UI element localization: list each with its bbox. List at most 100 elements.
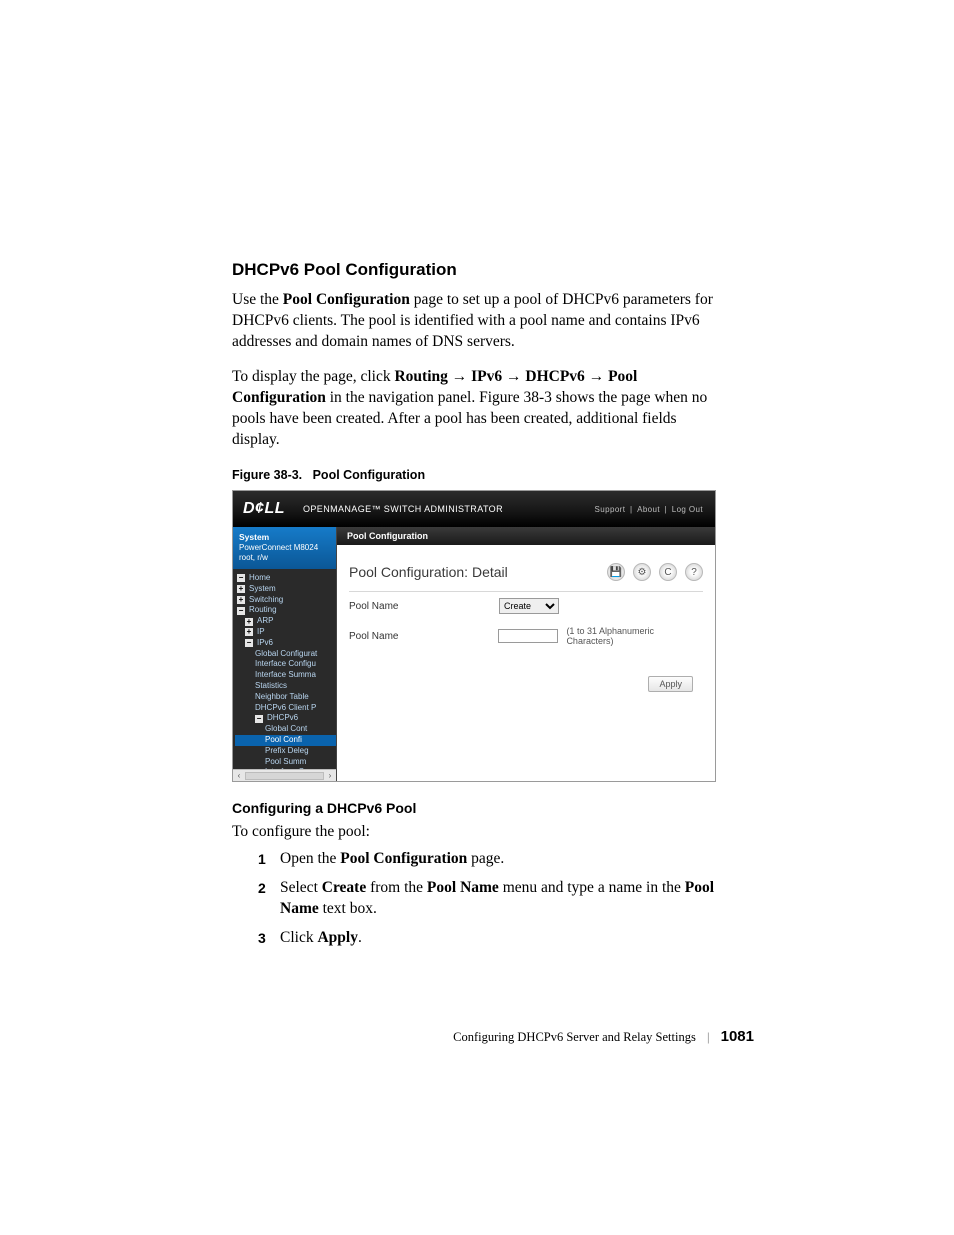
system-title: System bbox=[239, 532, 330, 543]
figure-caption: Figure 38-3. Pool Configuration bbox=[232, 468, 722, 482]
tree-item[interactable]: + Switching bbox=[235, 595, 336, 606]
bold-text: Routing bbox=[394, 368, 447, 385]
paragraph-1: Use the Pool Configuration page to set u… bbox=[232, 290, 722, 353]
link-about[interactable]: About bbox=[637, 505, 660, 514]
link-logout[interactable]: Log Out bbox=[672, 505, 703, 514]
scroll-left-icon[interactable]: ‹ bbox=[233, 771, 245, 780]
tree-item-label: Interface Configu bbox=[255, 659, 316, 670]
page-footer: Configuring DHCPv6 Server and Relay Sett… bbox=[453, 1028, 754, 1045]
text: Open the bbox=[280, 850, 340, 867]
panel-title: Pool Configuration: Detail bbox=[349, 564, 508, 580]
print-icon[interactable]: ⚙ bbox=[633, 563, 651, 581]
pool-name-select[interactable]: Create bbox=[499, 598, 559, 614]
tree-item-label: Pool Confi bbox=[265, 735, 302, 746]
dell-logo: D¢LL bbox=[243, 500, 285, 518]
expand-icon[interactable]: + bbox=[237, 596, 245, 604]
save-icon[interactable]: 💾 bbox=[607, 563, 625, 581]
refresh-icon[interactable]: C bbox=[659, 563, 677, 581]
step-2: Select Create from the Pool Name menu an… bbox=[258, 878, 722, 920]
system-model: PowerConnect M8024 bbox=[239, 543, 330, 553]
tree-item[interactable]: DHCPv6 Client P bbox=[235, 703, 336, 714]
step-3: Click Apply. bbox=[258, 928, 722, 949]
text: page. bbox=[467, 850, 504, 867]
collapse-icon[interactable]: − bbox=[255, 715, 263, 723]
text: text box. bbox=[319, 900, 377, 917]
bold-text: IPv6 bbox=[471, 368, 502, 385]
tree-item-label: IPv6 bbox=[257, 638, 273, 649]
apply-button[interactable]: Apply bbox=[648, 676, 693, 692]
tree-item[interactable]: + System bbox=[235, 584, 336, 595]
subheading: Configuring a DHCPv6 Pool bbox=[232, 800, 722, 816]
tree-item-label: Switching bbox=[249, 595, 283, 606]
pool-name-input[interactable] bbox=[498, 629, 558, 643]
step-1: Open the Pool Configuration page. bbox=[258, 849, 722, 870]
tree-item[interactable]: Interface Summa bbox=[235, 670, 336, 681]
tree-item-label: Routing bbox=[249, 605, 277, 616]
bold-text: DHCPv6 bbox=[525, 368, 584, 385]
tree-item-label: Neighbor Table bbox=[255, 692, 309, 703]
tree-item-label: Global Cont bbox=[265, 724, 307, 735]
page-number: 1081 bbox=[721, 1028, 754, 1045]
text: menu and type a name in the bbox=[499, 879, 685, 896]
collapse-icon[interactable]: − bbox=[245, 639, 253, 647]
section-heading: DHCPv6 Pool Configuration bbox=[232, 260, 722, 280]
expand-icon[interactable]: + bbox=[245, 628, 253, 636]
collapse-icon[interactable]: − bbox=[237, 607, 245, 615]
tree-item[interactable]: + ARP bbox=[235, 616, 336, 627]
input-hint: (1 to 31 Alphanumeric Characters) bbox=[566, 626, 703, 646]
breadcrumb: Pool Configuration bbox=[337, 527, 715, 545]
nav-tree[interactable]: −Home+System+Switching−Routing+ARP+IP−IP… bbox=[233, 569, 336, 781]
bold-text: Pool Configuration bbox=[283, 291, 410, 308]
figure-title: Pool Configuration bbox=[313, 468, 425, 482]
tree-item[interactable]: Interface Configu bbox=[235, 659, 336, 670]
text: Click bbox=[280, 929, 317, 946]
tree-item[interactable]: −IPv6 bbox=[235, 638, 336, 649]
system-header: System PowerConnect M8024 root, r/w bbox=[233, 527, 336, 569]
expand-icon[interactable]: + bbox=[245, 618, 253, 626]
scroll-right-icon[interactable]: › bbox=[324, 771, 336, 780]
tree-item-label: Global Configurat bbox=[255, 649, 317, 660]
tree-item[interactable]: −Home bbox=[235, 573, 336, 584]
sidebar-h-scrollbar[interactable]: ‹ › bbox=[233, 769, 336, 781]
text: To display the page, click bbox=[232, 368, 394, 385]
steps-intro: To configure the pool: bbox=[232, 822, 722, 843]
tree-item[interactable]: Global Cont bbox=[235, 724, 336, 735]
tree-item[interactable]: Pool Summ bbox=[235, 757, 336, 768]
nav-sidebar: System PowerConnect M8024 root, r/w −Hom… bbox=[233, 527, 337, 781]
tree-item-label: Prefix Deleg bbox=[265, 746, 309, 757]
footer-chapter: Configuring DHCPv6 Server and Relay Sett… bbox=[453, 1030, 696, 1044]
tree-item[interactable]: Prefix Deleg bbox=[235, 746, 336, 757]
arrow: → bbox=[448, 368, 471, 385]
collapse-icon[interactable]: − bbox=[237, 574, 245, 582]
tree-item-label: Interface Summa bbox=[255, 670, 316, 681]
tree-item[interactable]: Neighbor Table bbox=[235, 692, 336, 703]
expand-icon[interactable]: + bbox=[237, 585, 245, 593]
pool-name-label: Pool Name bbox=[349, 601, 499, 612]
help-icon[interactable]: ? bbox=[685, 563, 703, 581]
pool-name-label: Pool Name bbox=[349, 631, 498, 642]
pool-name-select-row: Pool Name Create bbox=[337, 592, 715, 620]
tree-item[interactable]: −Routing bbox=[235, 605, 336, 616]
header-links: Support | About | Log Out bbox=[593, 505, 705, 514]
tree-item-label: DHCPv6 Client P bbox=[255, 703, 316, 714]
figure-screenshot: D¢LL OPENMANAGE™ SWITCH ADMINISTRATOR Su… bbox=[232, 490, 716, 782]
tree-item[interactable]: −DHCPv6 bbox=[235, 713, 336, 724]
tree-item-label: Home bbox=[249, 573, 270, 584]
bold-text: Create bbox=[322, 879, 366, 896]
tree-item[interactable]: +IP bbox=[235, 627, 336, 638]
bold-text: Pool Name bbox=[427, 879, 499, 896]
footer-separator: | bbox=[707, 1030, 710, 1044]
arrow: → bbox=[502, 368, 525, 385]
tree-item-label: System bbox=[249, 584, 276, 595]
tree-item-label: ARP bbox=[257, 616, 273, 627]
tree-item[interactable]: Statistics bbox=[235, 681, 336, 692]
link-support[interactable]: Support bbox=[595, 505, 626, 514]
tree-item[interactable]: Global Configurat bbox=[235, 649, 336, 660]
tree-item[interactable]: Pool Confi bbox=[235, 735, 336, 746]
figure-number: Figure 38-3. bbox=[232, 468, 302, 482]
text: from the bbox=[366, 879, 427, 896]
app-title: OPENMANAGE™ SWITCH ADMINISTRATOR bbox=[303, 504, 503, 514]
steps-list: Open the Pool Configuration page. Select… bbox=[258, 849, 722, 949]
bold-text: Apply bbox=[317, 929, 358, 946]
bold-text: Pool Configuration bbox=[340, 850, 467, 867]
